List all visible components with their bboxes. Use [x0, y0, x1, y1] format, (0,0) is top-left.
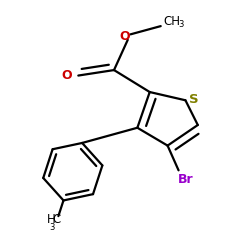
- Text: C: C: [52, 213, 60, 226]
- Text: 3: 3: [178, 20, 184, 29]
- Text: O: O: [119, 30, 130, 43]
- Text: Br: Br: [178, 172, 193, 186]
- Text: H: H: [46, 213, 55, 226]
- Text: 3: 3: [49, 224, 55, 232]
- Text: O: O: [62, 69, 72, 82]
- Text: CH: CH: [164, 15, 180, 28]
- Text: S: S: [190, 93, 199, 106]
